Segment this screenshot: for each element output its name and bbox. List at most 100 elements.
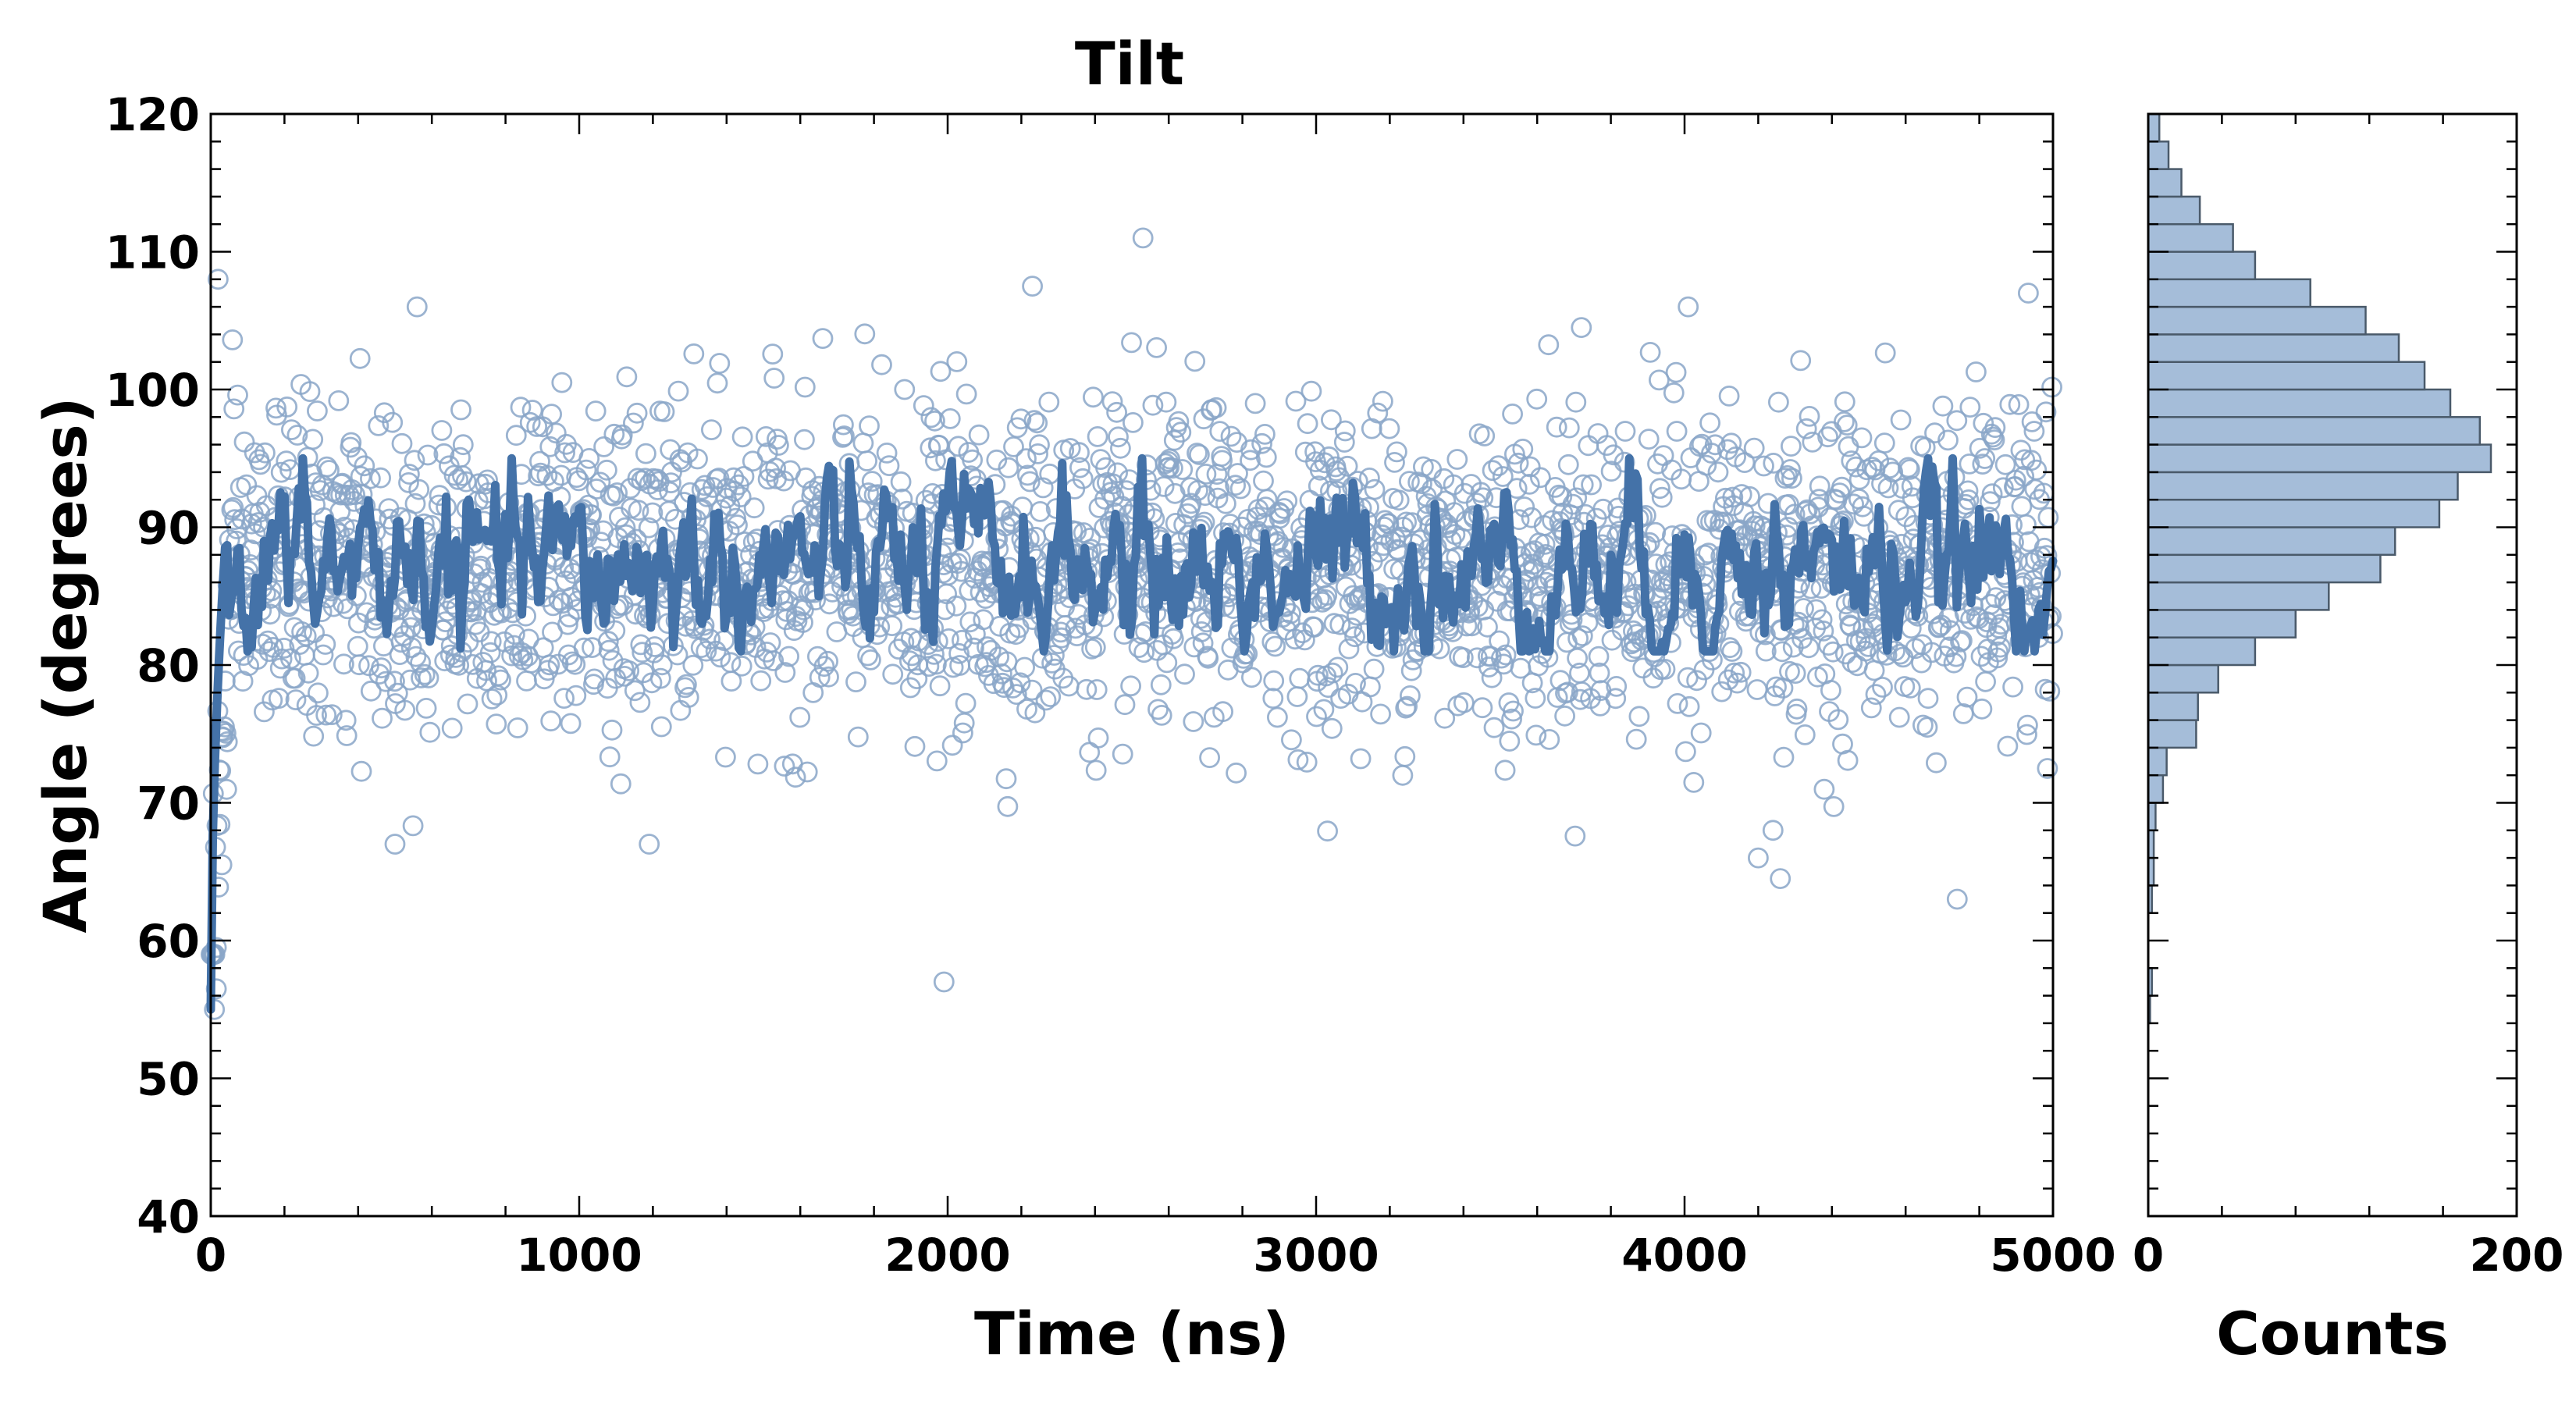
scatter-point	[1554, 705, 1575, 727]
scatter-point	[1384, 452, 1405, 473]
scatter-point	[551, 372, 573, 393]
scatter-point	[861, 471, 883, 492]
scatter-point	[628, 500, 649, 521]
scatter-point	[1026, 412, 1048, 434]
scatter-point	[1321, 409, 1342, 431]
scatter-point	[1147, 640, 1168, 661]
scatter-point	[727, 514, 748, 535]
scatter-point	[710, 646, 731, 668]
scatter-point	[1400, 685, 1421, 706]
scatter-point	[1841, 652, 1863, 673]
scatter-point	[1456, 615, 1478, 637]
scatter-point	[273, 638, 295, 659]
scatter-point	[952, 722, 973, 744]
scatter-point	[1110, 437, 1131, 459]
x-tick-label: 4000	[1621, 1229, 1747, 1282]
scatter-point	[941, 735, 963, 756]
scatter-point	[2011, 496, 2033, 518]
histogram-bar	[2147, 498, 2441, 528]
scatter-point	[962, 449, 983, 471]
scatter-point	[834, 425, 855, 446]
scatter-point	[1719, 637, 1741, 659]
scatter-point	[1820, 680, 1841, 701]
scatter-point	[405, 646, 427, 667]
y-tick-label: 40	[137, 1190, 200, 1243]
scatter-point	[1329, 614, 1351, 635]
scatter-point	[1564, 825, 1586, 847]
scatter-point	[1434, 707, 1456, 729]
scatter-point	[1162, 628, 1184, 649]
histogram-bar	[2147, 168, 2183, 198]
scatter-point	[1344, 626, 1365, 648]
scatter-point	[433, 443, 455, 464]
scatter-point	[1666, 421, 1688, 442]
scatter-point	[1956, 686, 1978, 708]
scatter-point	[1287, 749, 1309, 770]
scatter-point	[1051, 627, 1073, 649]
histogram-bar	[2147, 663, 2219, 694]
scatter-point	[348, 654, 370, 676]
scatter-point	[457, 693, 479, 715]
scatter-point	[1780, 436, 1802, 457]
scatter-point	[1388, 489, 1410, 511]
x-tick-label: 2000	[884, 1229, 1010, 1282]
scatter-point	[2037, 507, 2059, 528]
scatter-point	[818, 666, 839, 688]
main-axis-ticks: 0 1000 2000 3000 4000 5000 40 50 60 70 80 90 100 110 1…	[105, 88, 2116, 1282]
scatter-point	[720, 670, 742, 692]
scatter-point	[1261, 631, 1283, 653]
scatter-point	[1477, 616, 1498, 638]
y-tick-label: 120	[105, 88, 200, 141]
scatter-point	[488, 665, 509, 687]
scatter-point	[1168, 411, 1190, 432]
scatter-point	[1227, 463, 1248, 484]
scatter-point	[1793, 598, 1814, 619]
scatter-point	[857, 645, 878, 667]
scatter-point	[611, 424, 633, 446]
scatter-point	[1557, 454, 1579, 475]
scatter-point	[1084, 636, 1106, 658]
scatter-point	[1005, 684, 1027, 705]
scatter-point	[1370, 703, 1391, 725]
scatter-point	[1009, 672, 1031, 694]
scatter-point	[1853, 506, 1875, 527]
scatter-point	[312, 644, 334, 666]
scatter-point	[1665, 361, 1687, 383]
scatter-point	[447, 469, 469, 490]
scatter-point	[539, 436, 561, 457]
scatter-point	[878, 455, 900, 476]
scatter-point	[1068, 604, 1089, 625]
x-axis-label: Time (ns)	[974, 1299, 1290, 1368]
scatter-point	[2002, 676, 2024, 698]
scatter-point	[955, 383, 977, 405]
scatter-point	[1959, 454, 1980, 475]
scatter-point	[399, 464, 420, 485]
scatter-point	[968, 424, 990, 446]
scatter-point	[1472, 487, 1494, 509]
scatter-point	[1990, 636, 2011, 658]
scatter-point	[1846, 655, 1868, 677]
scatter-point	[540, 710, 562, 732]
scatter-point	[1984, 417, 2006, 439]
scatter-point	[774, 662, 796, 683]
scatter-point	[1244, 393, 1266, 414]
scatter-point	[930, 361, 952, 382]
scatter-point	[1087, 426, 1108, 447]
scatter-point	[632, 642, 653, 663]
scatter-point	[624, 680, 646, 702]
scatter-point	[1683, 772, 1705, 793]
scatter-point	[1030, 501, 1051, 522]
scatter-point	[1992, 477, 2014, 499]
scatter-point	[1341, 617, 1363, 638]
scatter-point	[683, 343, 705, 365]
scatter-point	[297, 662, 319, 684]
scatter-point	[832, 427, 853, 448]
scatter-point	[1267, 706, 1288, 728]
scatter-point	[315, 634, 336, 655]
scatter-point	[1338, 638, 1360, 660]
scatter-point	[709, 353, 731, 374]
scatter-point	[1021, 679, 1043, 701]
scatter-point	[236, 474, 258, 496]
scatter-point	[302, 429, 324, 450]
scatter-point	[1317, 820, 1338, 842]
